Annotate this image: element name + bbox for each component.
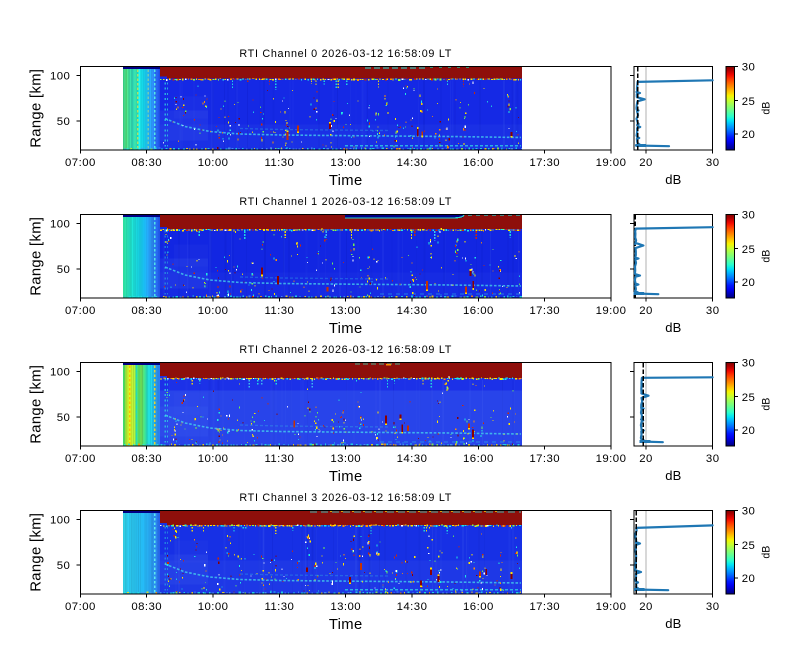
svg-text:25: 25 (742, 96, 756, 108)
svg-text:30: 30 (742, 358, 756, 370)
svg-text:dB: dB (665, 616, 681, 631)
svg-text:14:30: 14:30 (397, 453, 428, 465)
svg-text:RTI Channel 1 2026-03-12 16:58: RTI Channel 1 2026-03-12 16:58:09 LT (239, 196, 452, 208)
svg-text:14:30: 14:30 (397, 157, 428, 169)
svg-text:RTI Channel 3 2026-03-12 16:58: RTI Channel 3 2026-03-12 16:58:09 LT (239, 492, 452, 504)
svg-text:11:30: 11:30 (264, 157, 294, 169)
svg-text:30: 30 (706, 453, 720, 465)
svg-text:16:00: 16:00 (463, 305, 494, 317)
svg-text:Time: Time (329, 321, 363, 337)
svg-text:19:00: 19:00 (596, 305, 627, 317)
svg-text:14:30: 14:30 (397, 305, 428, 317)
svg-text:19:00: 19:00 (596, 453, 627, 465)
svg-text:16:00: 16:00 (463, 601, 494, 613)
svg-text:dB: dB (665, 468, 681, 483)
svg-text:30: 30 (706, 305, 720, 317)
svg-text:17:30: 17:30 (529, 157, 560, 169)
svg-text:10:00: 10:00 (198, 305, 229, 317)
svg-text:19:00: 19:00 (596, 601, 627, 613)
svg-text:13:00: 13:00 (330, 305, 361, 317)
svg-text:dB: dB (761, 250, 773, 263)
svg-text:RTI Channel 2 2026-03-12 16:58: RTI Channel 2 2026-03-12 16:58:09 LT (239, 344, 452, 356)
svg-text:Time: Time (329, 469, 363, 485)
svg-text:100: 100 (50, 367, 70, 379)
svg-text:13:00: 13:00 (330, 601, 361, 613)
svg-text:50: 50 (57, 116, 71, 128)
svg-text:13:00: 13:00 (330, 453, 361, 465)
svg-text:17:30: 17:30 (529, 453, 560, 465)
svg-text:30: 30 (706, 601, 720, 613)
svg-text:08:30: 08:30 (131, 157, 162, 169)
svg-text:RTI Channel 0 2026-03-12 16:58: RTI Channel 0 2026-03-12 16:58:09 LT (239, 48, 452, 60)
svg-text:07:00: 07:00 (65, 305, 96, 317)
svg-text:07:00: 07:00 (65, 453, 96, 465)
svg-text:20: 20 (639, 157, 653, 169)
svg-text:17:30: 17:30 (529, 305, 560, 317)
svg-text:11:30: 11:30 (264, 453, 294, 465)
svg-text:16:00: 16:00 (463, 453, 494, 465)
svg-text:20: 20 (639, 453, 653, 465)
svg-text:20: 20 (639, 601, 653, 613)
svg-text:25: 25 (742, 392, 756, 404)
svg-text:19:00: 19:00 (596, 157, 627, 169)
svg-text:08:30: 08:30 (131, 305, 162, 317)
svg-text:dB: dB (761, 102, 773, 115)
svg-text:30: 30 (742, 506, 756, 518)
svg-text:Range [km]: Range [km] (29, 217, 45, 296)
svg-text:Range [km]: Range [km] (29, 513, 45, 592)
svg-text:07:00: 07:00 (65, 601, 96, 613)
svg-text:13:00: 13:00 (330, 157, 361, 169)
svg-text:100: 100 (50, 515, 70, 527)
svg-text:100: 100 (50, 71, 70, 83)
svg-text:08:30: 08:30 (131, 453, 162, 465)
svg-text:dB: dB (761, 398, 773, 411)
svg-text:10:00: 10:00 (198, 453, 229, 465)
svg-text:16:00: 16:00 (463, 157, 494, 169)
svg-text:14:30: 14:30 (397, 601, 428, 613)
svg-text:20: 20 (742, 425, 756, 437)
svg-text:08:30: 08:30 (131, 601, 162, 613)
svg-text:10:00: 10:00 (198, 157, 229, 169)
svg-text:20: 20 (742, 129, 756, 141)
svg-text:07:00: 07:00 (65, 157, 96, 169)
svg-text:Range [km]: Range [km] (29, 69, 45, 148)
svg-text:50: 50 (57, 560, 71, 572)
svg-text:100: 100 (50, 219, 70, 231)
svg-text:dB: dB (665, 320, 681, 335)
svg-text:Range [km]: Range [km] (29, 365, 45, 444)
svg-text:dB: dB (761, 546, 773, 559)
svg-text:30: 30 (742, 210, 756, 222)
svg-text:20: 20 (742, 573, 756, 585)
svg-text:50: 50 (57, 264, 71, 276)
svg-text:25: 25 (742, 244, 756, 256)
svg-text:50: 50 (57, 412, 71, 424)
svg-text:30: 30 (706, 157, 720, 169)
svg-text:17:30: 17:30 (529, 601, 560, 613)
svg-text:Time: Time (329, 617, 363, 633)
svg-text:dB: dB (665, 172, 681, 187)
svg-text:20: 20 (742, 277, 756, 289)
svg-text:10:00: 10:00 (198, 601, 229, 613)
svg-text:11:30: 11:30 (264, 305, 294, 317)
svg-text:Time: Time (329, 173, 363, 189)
svg-text:30: 30 (742, 62, 756, 74)
svg-text:20: 20 (639, 305, 653, 317)
svg-text:25: 25 (742, 540, 756, 552)
svg-text:11:30: 11:30 (264, 601, 294, 613)
